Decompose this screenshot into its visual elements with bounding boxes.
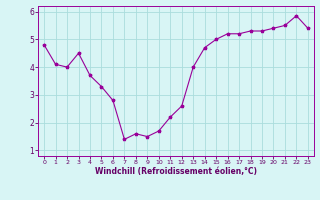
X-axis label: Windchill (Refroidissement éolien,°C): Windchill (Refroidissement éolien,°C): [95, 167, 257, 176]
